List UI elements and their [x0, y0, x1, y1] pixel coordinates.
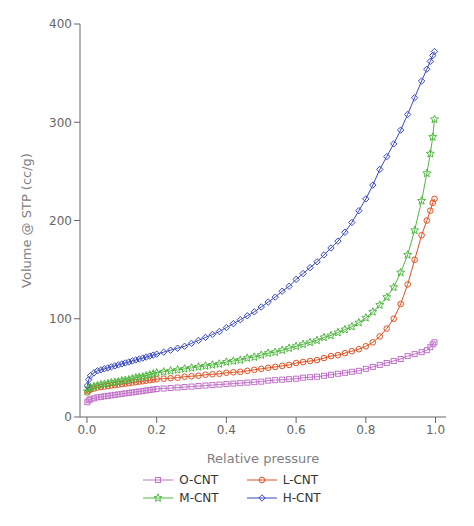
svg-text:300: 300 [49, 116, 72, 130]
svg-text:100: 100 [49, 312, 72, 326]
html-text:L-CNT: L-CNT [282, 473, 319, 487]
svg-text:0.2: 0.2 [147, 423, 166, 437]
svg-text:Relative pressure: Relative pressure [207, 451, 320, 466]
svg-text:0: 0 [64, 410, 72, 424]
svg-text:0.4: 0.4 [217, 423, 236, 437]
html-text:H-CNT: H-CNT [282, 491, 321, 505]
svg-text:0.6: 0.6 [287, 423, 306, 437]
html-text:O-CNT: O-CNT [179, 473, 219, 487]
svg-text:0.0: 0.0 [77, 423, 96, 437]
svg-text:Volume @ STP (cc/g): Volume @ STP (cc/g) [19, 153, 34, 288]
svg-text:400: 400 [49, 17, 72, 31]
svg-text:0.8: 0.8 [356, 423, 375, 437]
html-text:M-CNT: M-CNT [179, 491, 219, 505]
svg-text:200: 200 [49, 214, 72, 228]
svg-text:1.0: 1.0 [426, 423, 445, 437]
